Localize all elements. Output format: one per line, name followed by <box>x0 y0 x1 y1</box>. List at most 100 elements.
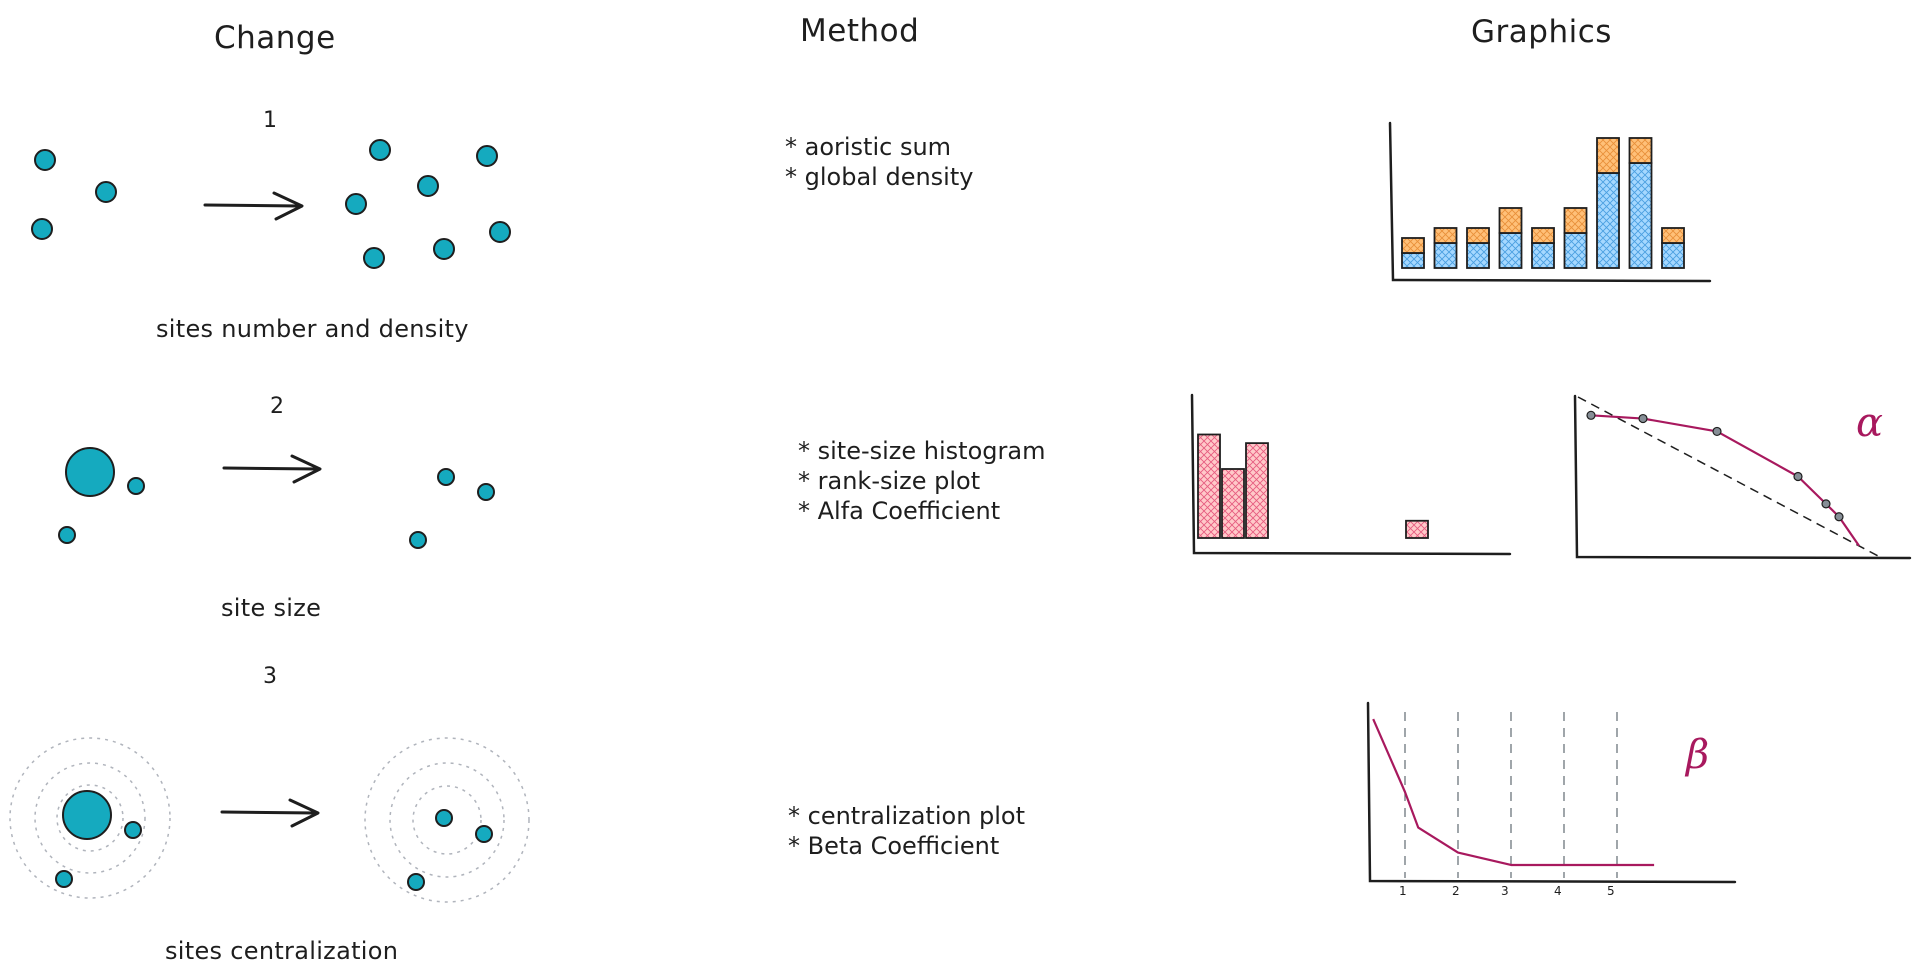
chart-axes <box>1190 393 1512 556</box>
bar-segment-orange <box>1433 227 1458 244</box>
caption-sites-centralization: sites centralization <box>165 937 399 965</box>
row-number-2: 2 <box>270 394 284 419</box>
bar-segment-orange <box>1498 207 1523 234</box>
site-dot <box>437 468 455 486</box>
large-site-dot <box>62 790 112 840</box>
rank-point <box>1638 413 1648 424</box>
bar-segment-blue <box>1563 232 1588 269</box>
method-list-2: * site-size histogram * rank-size plot *… <box>798 436 1045 526</box>
row3-before-rings <box>9 737 171 899</box>
site-dot <box>55 870 73 888</box>
site-dot <box>435 809 453 827</box>
site-dot <box>476 145 498 167</box>
site-dot <box>124 821 142 839</box>
chart-axes <box>1388 121 1712 283</box>
rank-size-curve <box>1590 414 1860 547</box>
histogram-bar <box>1405 519 1429 539</box>
beta-symbol: β <box>1686 732 1710 778</box>
rank-point <box>1821 499 1831 509</box>
tick-label: 4 <box>1554 884 1562 898</box>
arrow-icon <box>203 191 304 221</box>
arrow-icon <box>220 798 320 828</box>
histogram-bar <box>1197 433 1221 539</box>
row-number-3: 3 <box>263 664 277 689</box>
bar-segment-blue <box>1531 242 1555 269</box>
reference-diagonal <box>1577 396 1881 558</box>
bar-segment-orange <box>1596 137 1620 174</box>
bar-segment-blue <box>1498 232 1523 269</box>
distance-ring <box>9 737 171 899</box>
method-list-1: * aoristic sum * global density <box>785 132 973 192</box>
distance-ring <box>34 762 146 874</box>
distance-ring <box>412 785 482 855</box>
site-dot <box>433 238 455 260</box>
site-dot <box>34 149 56 171</box>
row1-before-sites <box>31 149 117 240</box>
caption-site-size: site size <box>221 594 322 622</box>
site-dot <box>369 139 391 161</box>
site-dot <box>345 193 367 215</box>
method-item: * Beta Coefficient <box>788 832 1000 860</box>
site-dot <box>417 175 439 197</box>
bar-segment-orange <box>1563 207 1588 234</box>
histogram-bar <box>1221 468 1245 539</box>
site-dot <box>363 247 385 269</box>
method-item: * Alfa Coefficient <box>798 497 1001 525</box>
site-size-histogram <box>1190 393 1512 556</box>
distance-ring <box>364 737 530 903</box>
header-graphics: Graphics <box>1471 14 1612 50</box>
rank-point <box>1834 512 1844 522</box>
histogram-bar <box>1245 442 1269 539</box>
bar-segment-blue <box>1433 242 1458 269</box>
tick-label: 2 <box>1452 884 1460 898</box>
site-dot <box>127 477 145 495</box>
large-site-dot <box>65 447 115 497</box>
bar-segment-orange <box>1661 227 1685 244</box>
bar-segment-orange <box>1531 227 1555 244</box>
rank-point <box>1793 471 1803 482</box>
row1-after-sites <box>345 139 511 269</box>
row3-after-sites <box>407 809 493 891</box>
tick-label: 5 <box>1607 884 1615 898</box>
chart-axes <box>1573 394 1912 560</box>
header-change: Change <box>214 20 336 56</box>
method-item: * site-size histogram <box>798 437 1046 465</box>
site-dot <box>31 218 53 240</box>
caption-sites-number: sites number and density <box>156 315 469 343</box>
method-item: * global density <box>785 163 974 191</box>
rank-size-plot <box>1573 394 1912 560</box>
site-dot <box>475 825 493 843</box>
method-item: * aoristic sum <box>785 133 952 161</box>
row2-after-sites <box>409 468 495 549</box>
centralization-plot <box>1366 701 1737 884</box>
method-list-3: * centralization plot * Beta Coefficient <box>788 801 1025 861</box>
site-dot <box>95 181 117 203</box>
tick-label: 3 <box>1501 884 1509 898</box>
site-dot <box>409 531 427 549</box>
site-dot <box>489 221 511 243</box>
site-dot <box>58 526 76 544</box>
row3-before-sites <box>55 790 142 888</box>
bar-segment-orange <box>1466 227 1490 244</box>
row2-before-sites <box>58 447 145 544</box>
bar-segment-blue <box>1628 162 1653 269</box>
rank-point <box>1586 410 1596 420</box>
header-method: Method <box>800 13 920 49</box>
distance-ring <box>56 784 124 852</box>
site-dot <box>407 873 425 891</box>
bar-segment-blue <box>1466 242 1490 269</box>
row3-after-rings <box>364 737 530 903</box>
arrow-icon <box>222 454 322 484</box>
bar-segment-blue <box>1596 172 1620 269</box>
bar-segment-blue <box>1661 242 1685 269</box>
distance-ring <box>389 762 505 878</box>
bar-segment-orange <box>1401 237 1425 254</box>
method-item: * rank-size plot <box>798 467 981 495</box>
tick-label: 1 <box>1399 884 1407 898</box>
method-item: * centralization plot <box>788 802 1026 830</box>
chart-axes <box>1366 701 1737 884</box>
rank-point <box>1712 426 1722 437</box>
row-number-1: 1 <box>263 108 277 133</box>
